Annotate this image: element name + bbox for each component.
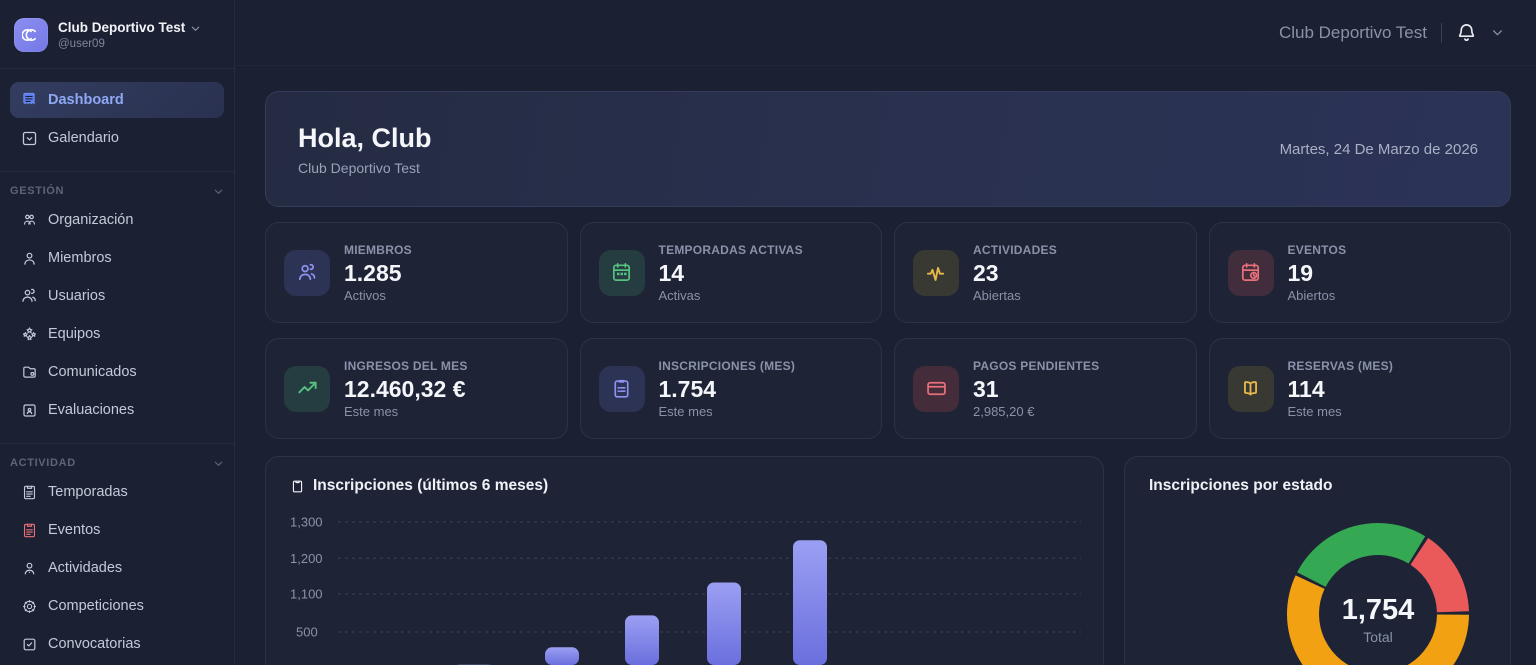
svg-text:1,300: 1,300 bbox=[290, 515, 323, 530]
svg-text:1,100: 1,100 bbox=[290, 587, 323, 602]
svg-text:500: 500 bbox=[296, 625, 318, 640]
svg-text:1,200: 1,200 bbox=[290, 551, 323, 566]
